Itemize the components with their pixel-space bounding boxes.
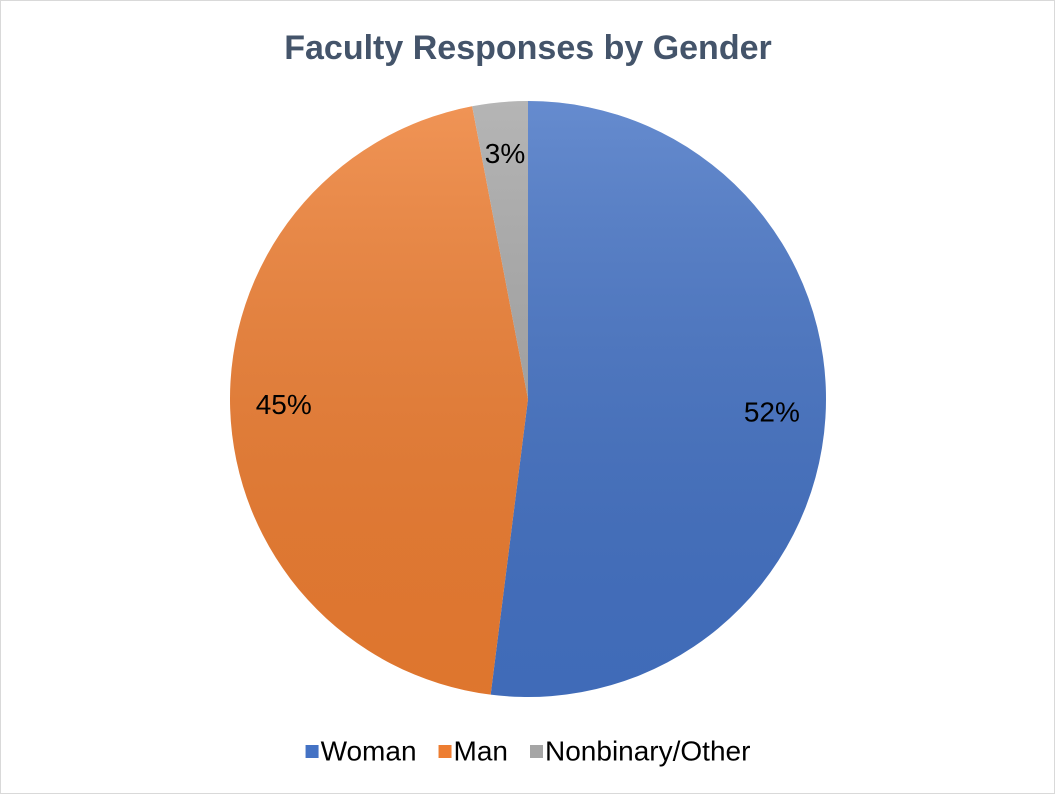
- chart-title: Faculty Responses by Gender: [284, 29, 772, 67]
- legend-swatch: [305, 745, 319, 758]
- data-label: 45%: [256, 389, 312, 420]
- legend-label: Nonbinary/Other: [545, 735, 750, 766]
- legend-swatch: [438, 745, 452, 758]
- data-label: 3%: [485, 138, 525, 169]
- legend-label: Man: [454, 735, 508, 766]
- legend-label: Woman: [321, 735, 417, 766]
- legend-swatch: [530, 745, 543, 758]
- data-label: 52%: [744, 397, 800, 428]
